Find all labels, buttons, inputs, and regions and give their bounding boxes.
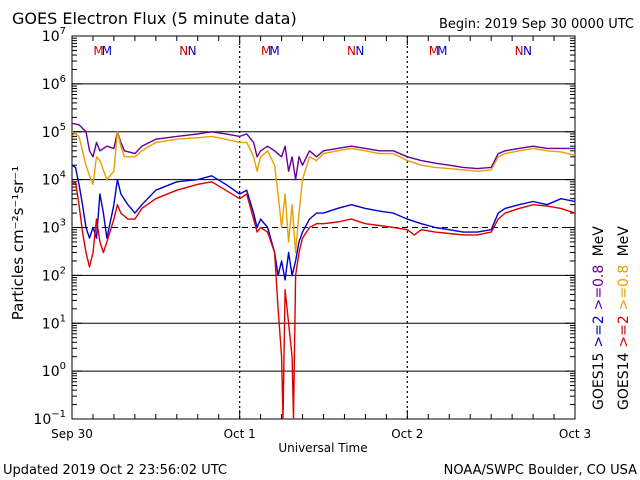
y-tick-label: 100 bbox=[42, 361, 66, 380]
flux-series-1 bbox=[71, 131, 576, 254]
y-tick-label: 107 bbox=[42, 26, 66, 45]
orbit-marker: M bbox=[102, 44, 112, 58]
orbit-marker: M bbox=[261, 44, 271, 58]
flux-series-2 bbox=[71, 164, 576, 281]
credit-label: NOAA/SWPC Boulder, CO USA bbox=[444, 463, 637, 478]
orbit-marker: N bbox=[523, 44, 532, 58]
orbit-marker: N bbox=[515, 44, 524, 58]
orbit-marker: M bbox=[93, 44, 103, 58]
y-tick-label: 105 bbox=[42, 122, 66, 141]
orbit-marker: N bbox=[188, 44, 197, 58]
x-tick-label: Oct 2 bbox=[391, 427, 423, 441]
y-tick-label: 101 bbox=[42, 313, 66, 332]
chart-title: GOES Electron Flux (5 minute data) bbox=[12, 9, 297, 28]
legend-item: >=0.8 bbox=[591, 265, 607, 311]
y-tick-label: 103 bbox=[42, 218, 66, 237]
updated-timestamp: Updated 2019 Oct 2 23:56:02 UTC bbox=[3, 463, 227, 478]
y-tick-label: 104 bbox=[42, 170, 66, 189]
orbit-marker: M bbox=[437, 44, 447, 58]
y-axis-label: Particles cm⁻²s⁻¹sr⁻¹ bbox=[9, 166, 27, 320]
orbit-marker: N bbox=[347, 44, 356, 58]
x-tick-label: Oct 1 bbox=[224, 427, 256, 441]
flux-series-3 bbox=[71, 181, 576, 420]
orbit-marker: M bbox=[269, 44, 279, 58]
x-axis-label: Universal Time bbox=[278, 441, 367, 455]
x-tick-label: Sep 30 bbox=[51, 427, 93, 441]
y-tick-label: 102 bbox=[42, 265, 66, 284]
legend-item: >=2 bbox=[591, 315, 607, 347]
legend-item: MeV bbox=[591, 226, 607, 257]
legend-item: MeV bbox=[616, 226, 632, 257]
plot-area: 10−1 100 101 102 103 104 105 106 107 Sep 30 Oct 1 O… bbox=[33, 26, 591, 441]
y-tick-label: 10−1 bbox=[33, 409, 66, 428]
y-tick-label: 106 bbox=[42, 74, 66, 93]
orbit-marker: M bbox=[429, 44, 439, 58]
legend-item: >=2 bbox=[616, 315, 632, 347]
legend: GOES15 >=2 >=0.8 MeV GOES14 >=2 >=0.8 MeV bbox=[591, 226, 632, 410]
x-tick-label: Oct 3 bbox=[559, 427, 591, 441]
begin-date-label: Begin: 2019 Sep 30 0000 UTC bbox=[439, 17, 634, 32]
legend-item: GOES14 bbox=[616, 352, 632, 410]
orbit-marker: N bbox=[179, 44, 188, 58]
legend-item: >=0.8 bbox=[616, 265, 632, 311]
legend-item: GOES15 bbox=[591, 353, 607, 410]
orbit-marker: N bbox=[355, 44, 364, 58]
